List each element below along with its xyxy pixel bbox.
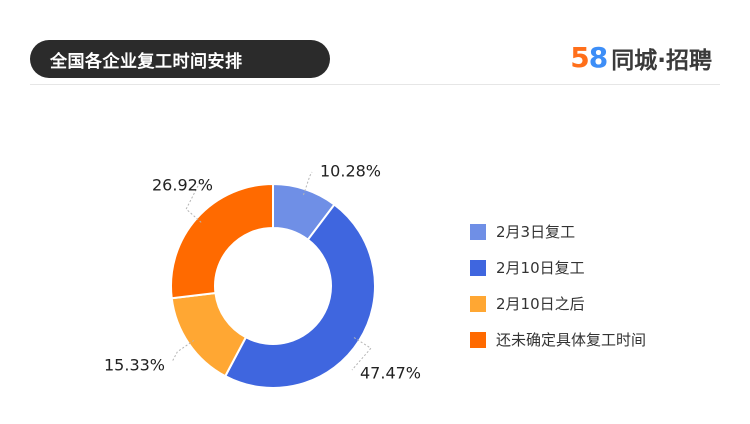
chart-title: 全国各企业复工时间安排 <box>30 40 330 78</box>
brand-logo: 58 同城·招聘 <box>570 38 712 78</box>
donut-slice-2 <box>223 203 376 389</box>
legend-label: 2月3日复工 <box>496 223 576 241</box>
donut-slice-4 <box>170 182 274 300</box>
data-label-2: 47.47% <box>360 364 421 383</box>
legend-item-3: 2月10日之后 <box>470 294 646 313</box>
legend-swatch <box>470 223 486 240</box>
leader-line-3 <box>171 339 195 363</box>
leader-line-4 <box>185 181 202 223</box>
chart-legend: 2月3日复工 2月10日复工 2月10日之后还未确定具体复工时间 <box>470 222 646 366</box>
data-label-4: 26.92% <box>152 176 213 195</box>
leader-line-1 <box>302 171 313 196</box>
legend-item-4: 还未确定具体复工时间 <box>470 330 646 349</box>
legend-label: 2月10日复工 <box>496 259 585 277</box>
data-label-1: 10.28% <box>320 162 381 181</box>
legend-item-2: 2月10日复工 <box>470 258 646 277</box>
legend-label: 还未确定具体复工时间 <box>496 331 647 349</box>
legend-swatch <box>470 331 486 348</box>
legend-swatch <box>470 259 486 276</box>
legend-item-1: 2月3日复工 <box>470 222 646 241</box>
data-label-3: 15.33% <box>104 356 165 375</box>
brand-text: 同城·招聘 <box>611 48 712 74</box>
header-divider <box>30 84 720 85</box>
brand-number: 58 <box>570 41 608 74</box>
legend-label: 2月10日之后 <box>496 295 585 313</box>
leader-line-2 <box>351 337 372 371</box>
legend-swatch <box>470 295 486 312</box>
